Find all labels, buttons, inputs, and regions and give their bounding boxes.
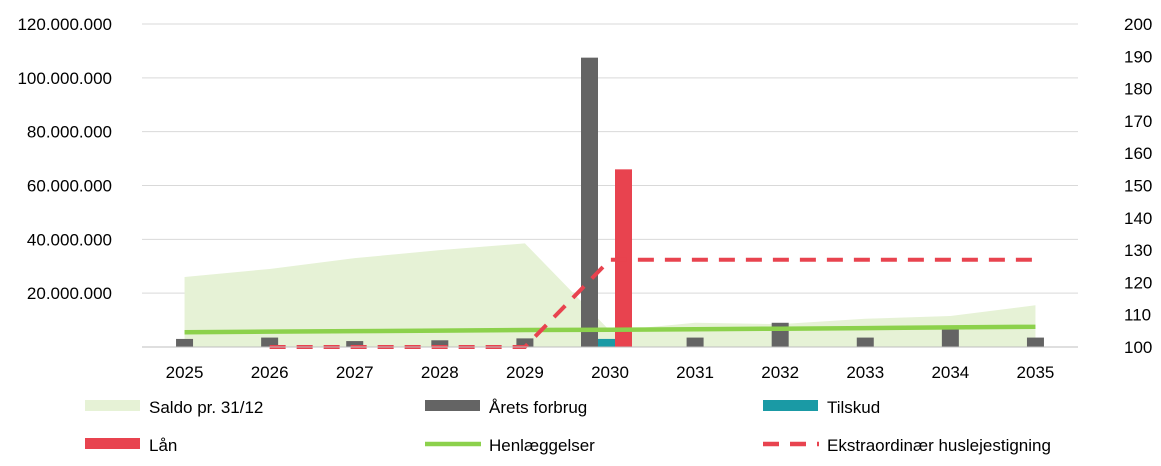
y-left-tick-label: 100.000.000 [17,69,112,88]
x-tick-label: 2025 [166,363,204,382]
bar-2029 [516,338,534,347]
y-right-tick-label: 180 [1124,80,1152,99]
bar-2033 [856,337,874,347]
y-right-tick-label: 130 [1124,241,1152,260]
axes: 20.000.000 40.000.000 60.000.000 80.000.000… [17,15,1152,382]
y-right-tick-label: 170 [1124,112,1152,131]
y-right-tick-label: 100 [1124,338,1152,357]
y-left-tick-label: 40.000.000 [27,230,112,249]
legend-label: Saldo pr. 31/12 [149,398,263,417]
x-tick-label: 2026 [251,363,289,382]
bar-2031 [686,337,704,347]
bar-2032 [771,322,789,347]
bar-2034 [941,328,959,347]
y-right-tick-label: 190 [1124,47,1152,66]
y-left-tick-label: 80.000.000 [27,123,112,142]
legend-swatch [763,400,818,411]
x-tick-label: 2027 [336,363,374,382]
bar-2026 [261,337,279,347]
legend-label: Ekstraordinær huslejestigning [827,436,1051,455]
bar-2027 [346,341,364,347]
y-right-tick-label: 110 [1124,306,1151,325]
y-left-tick-label: 60.000.000 [27,177,112,196]
legend-label: Tilskud [827,398,880,417]
y-left-tick-label: 20.000.000 [27,284,112,303]
bar-2025 [176,338,194,347]
legend-item: Årets forbrug [425,398,587,417]
y-right-tick-label: 140 [1124,209,1152,228]
x-tick-label: 2033 [846,363,884,382]
legend-item: Saldo pr. 31/12 [85,398,263,417]
line-series [184,257,1036,349]
legend-label: Henlæggelser [489,436,595,455]
legend: Saldo pr. 31/12 Årets forbrug Tilskud Lån He… [85,398,1051,455]
x-tick-label: 2029 [506,363,544,382]
line-henlaeggelser [184,324,1036,335]
y-left-tick-label: 120.000.000 [17,15,112,34]
legend-item: Lån [85,436,177,455]
gridlines [142,23,1078,294]
line-huslejestigning [269,257,1036,349]
y-right-tick-label: 150 [1124,177,1152,196]
legend-label: Lån [149,436,177,455]
legend-swatch [85,438,140,449]
area-saldo [184,243,1036,347]
legend-label: Årets forbrug [489,398,587,417]
legend-swatch [85,400,140,411]
x-tick-label: 2032 [761,363,799,382]
bar-2030 [581,57,598,347]
bar-2030 [598,338,615,347]
x-tick-label: 2034 [931,363,969,382]
legend-item: Henlæggelser [425,436,595,455]
legend-swatch [425,400,480,411]
bar-2035 [1026,337,1044,347]
y-right-tick-label: 120 [1124,273,1152,292]
x-tick-label: 2028 [421,363,459,382]
y-right-tick-label: 200 [1124,15,1152,34]
y-right-tick-label: 160 [1124,144,1152,163]
x-tick-label: 2035 [1017,363,1055,382]
x-tick-label: 2030 [591,363,629,382]
x-tick-label: 2031 [676,363,714,382]
area-series [184,243,1036,347]
legend-item: Tilskud [763,398,880,417]
bar-2028 [431,340,449,347]
legend-item: Ekstraordinær huslejestigning [763,436,1051,455]
